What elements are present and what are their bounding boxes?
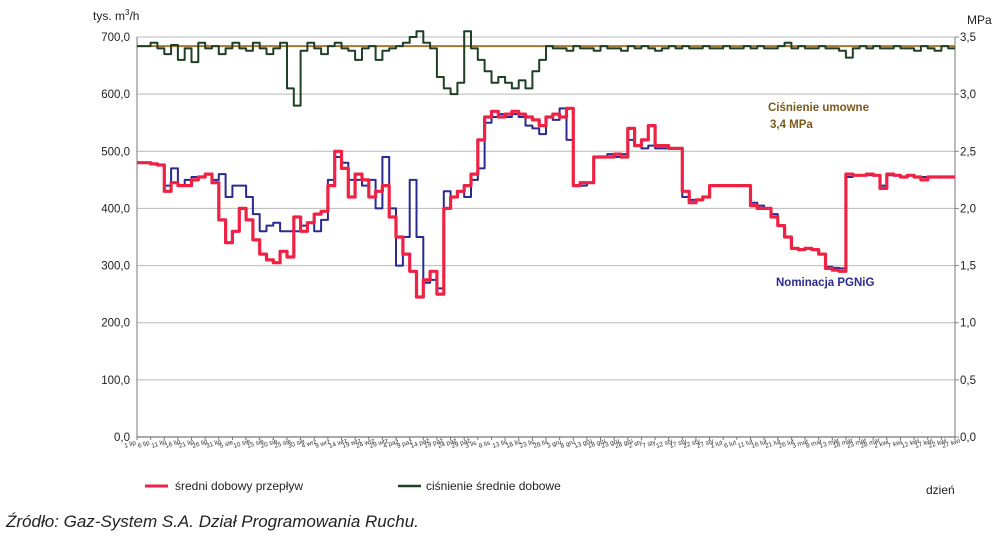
left-tick-label: 300,0 xyxy=(101,261,130,273)
x-tick-label: 7 sty xyxy=(642,439,658,450)
right-tick-label: 0,0 xyxy=(960,432,976,444)
x-tick-label: 16 lip xyxy=(164,438,181,450)
right-tick-label: 3,5 xyxy=(960,32,976,44)
left-tick-label: 200,0 xyxy=(101,318,130,330)
x-tick-label: 18 lis xyxy=(505,438,522,450)
x-tick-label: 11 lip xyxy=(151,438,168,449)
x-tick-label: 3 gru xyxy=(546,439,563,450)
x-tick-label: 28 lis xyxy=(532,438,549,450)
left-tick-label: 700,0 xyxy=(101,32,130,44)
x-tick-label: 21 lip xyxy=(178,438,195,450)
left-tick-label: 600,0 xyxy=(101,89,130,101)
series-line-0 xyxy=(137,106,955,299)
left-tick-label: 500,0 xyxy=(101,146,130,158)
legend-label-pressure: ciśnienie średnie dobowe xyxy=(426,479,561,493)
x-axis-title: dzień xyxy=(926,483,955,497)
right-tick-label: 2,0 xyxy=(960,203,976,215)
x-tick-label: 7 kwi xyxy=(887,439,903,450)
series-line-2 xyxy=(137,30,955,107)
x-tick-label: 23 lis xyxy=(519,438,536,450)
right-tick-label: 2,5 xyxy=(960,146,976,158)
x-tick-label: 4 paź xyxy=(382,438,399,450)
x-tick-label: 5 sie xyxy=(219,439,235,450)
x-tick-label: 26 lut xyxy=(778,438,795,450)
x-tick-label: 1 lut xyxy=(710,439,724,450)
series-line-1 xyxy=(137,107,955,290)
x-tick-label: 21 lut xyxy=(764,438,781,450)
x-tick-label: 6 lip xyxy=(137,439,151,449)
x-tick-label: 26 lip xyxy=(192,438,209,450)
x-tick-label: 8 gru xyxy=(560,439,577,450)
x-tick-label: 6 lut xyxy=(723,439,737,450)
right-tick-label: 1,0 xyxy=(960,318,976,330)
right-tick-label: 1,5 xyxy=(960,261,976,273)
x-tick-label: 9 wrz xyxy=(314,438,331,449)
x-tick-label: 3 lis xyxy=(464,439,478,449)
x-tick-label: 8 lis xyxy=(478,439,492,449)
left-tick-label: 100,0 xyxy=(101,375,130,387)
legend-label-flow: średni dobowy przepływ xyxy=(175,479,303,493)
x-tick-label: 2 sty xyxy=(628,439,644,450)
left-tick-label: 0,0 xyxy=(114,432,130,444)
annotation-nomination: Nominacja PGNiG xyxy=(776,277,874,289)
right-tick-label: 3,0 xyxy=(960,89,976,101)
x-tick-label: 16 lut xyxy=(751,438,768,450)
x-tick-label: 1 lip xyxy=(123,439,137,449)
annotation-contract-pressure-value: 3,4 MPa xyxy=(770,119,813,131)
x-tick-label: 13 lis xyxy=(492,438,509,450)
x-tick-label: 4 wrz xyxy=(301,438,318,449)
right-tick-label: 0,5 xyxy=(960,375,976,387)
annotation-contract-pressure: Ciśnienie umowne xyxy=(768,102,869,114)
x-tick-label: 2 kwi xyxy=(873,439,889,450)
x-tick-label: 11 lut xyxy=(737,438,754,449)
source-note: Źródło: Gaz-System S.A. Dział Programowa… xyxy=(6,512,419,531)
x-tick-label: 31 lip xyxy=(205,438,222,450)
left-axis-title: tys. m3/h xyxy=(93,8,139,23)
left-tick-label: 400,0 xyxy=(101,203,130,215)
legend: średni dobowy przepływ ciśnienie średnie… xyxy=(145,479,561,493)
right-axis-title: MPa xyxy=(967,13,992,27)
x-tick-label: 9 paź xyxy=(396,438,413,450)
